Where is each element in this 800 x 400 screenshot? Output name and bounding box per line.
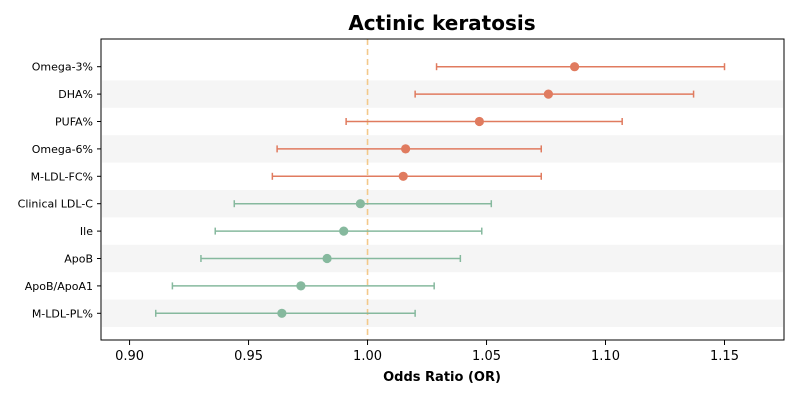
- y-axis: Omega-3% DHA% PUFA% Omega-6% M-LDL-FC% Clinic…: [18, 61, 101, 320]
- or-point: [355, 199, 365, 209]
- x-tick-label: 1.05: [472, 349, 501, 364]
- plot-frame: [100, 38, 785, 341]
- or-point: [569, 62, 580, 72]
- y-tick-label: PUFA%: [55, 116, 93, 129]
- or-point: [339, 226, 349, 236]
- x-axis-label: Odds Ratio (OR): [383, 370, 501, 385]
- or-point: [474, 116, 484, 127]
- y-tick-label: Omega-3%: [32, 61, 93, 74]
- y-tick-label: Ile: [80, 225, 93, 238]
- or-point: [401, 144, 411, 154]
- or-point: [296, 281, 306, 291]
- or-point: [277, 308, 287, 318]
- chart-title: Actinic keratosis: [348, 11, 535, 35]
- data-marks: [154, 62, 726, 318]
- or-point: [322, 253, 332, 264]
- y-tick-label: Omega-6%: [32, 143, 93, 156]
- y-tick-label: DHA%: [58, 88, 93, 101]
- y-tick-label: M-LDL-FC%: [31, 170, 93, 183]
- x-tick-label: 1.15: [710, 349, 739, 364]
- y-tick-label: M-LDL-PL%: [32, 307, 93, 320]
- y-tick-label: Clinical LDL-C: [18, 198, 94, 211]
- x-axis: 0.90 0.95 1.00 1.05 1.10 1.15: [115, 340, 739, 364]
- x-tick-label: 1.00: [353, 349, 382, 364]
- x-tick-label: 1.10: [591, 349, 620, 364]
- y-tick-label: ApoB/ApoA1: [25, 280, 93, 293]
- x-tick-label: 0.95: [234, 349, 263, 364]
- or-point: [543, 89, 554, 99]
- or-point: [398, 171, 408, 181]
- y-tick-label: ApoB: [64, 253, 93, 266]
- x-tick-label: 0.90: [115, 349, 144, 364]
